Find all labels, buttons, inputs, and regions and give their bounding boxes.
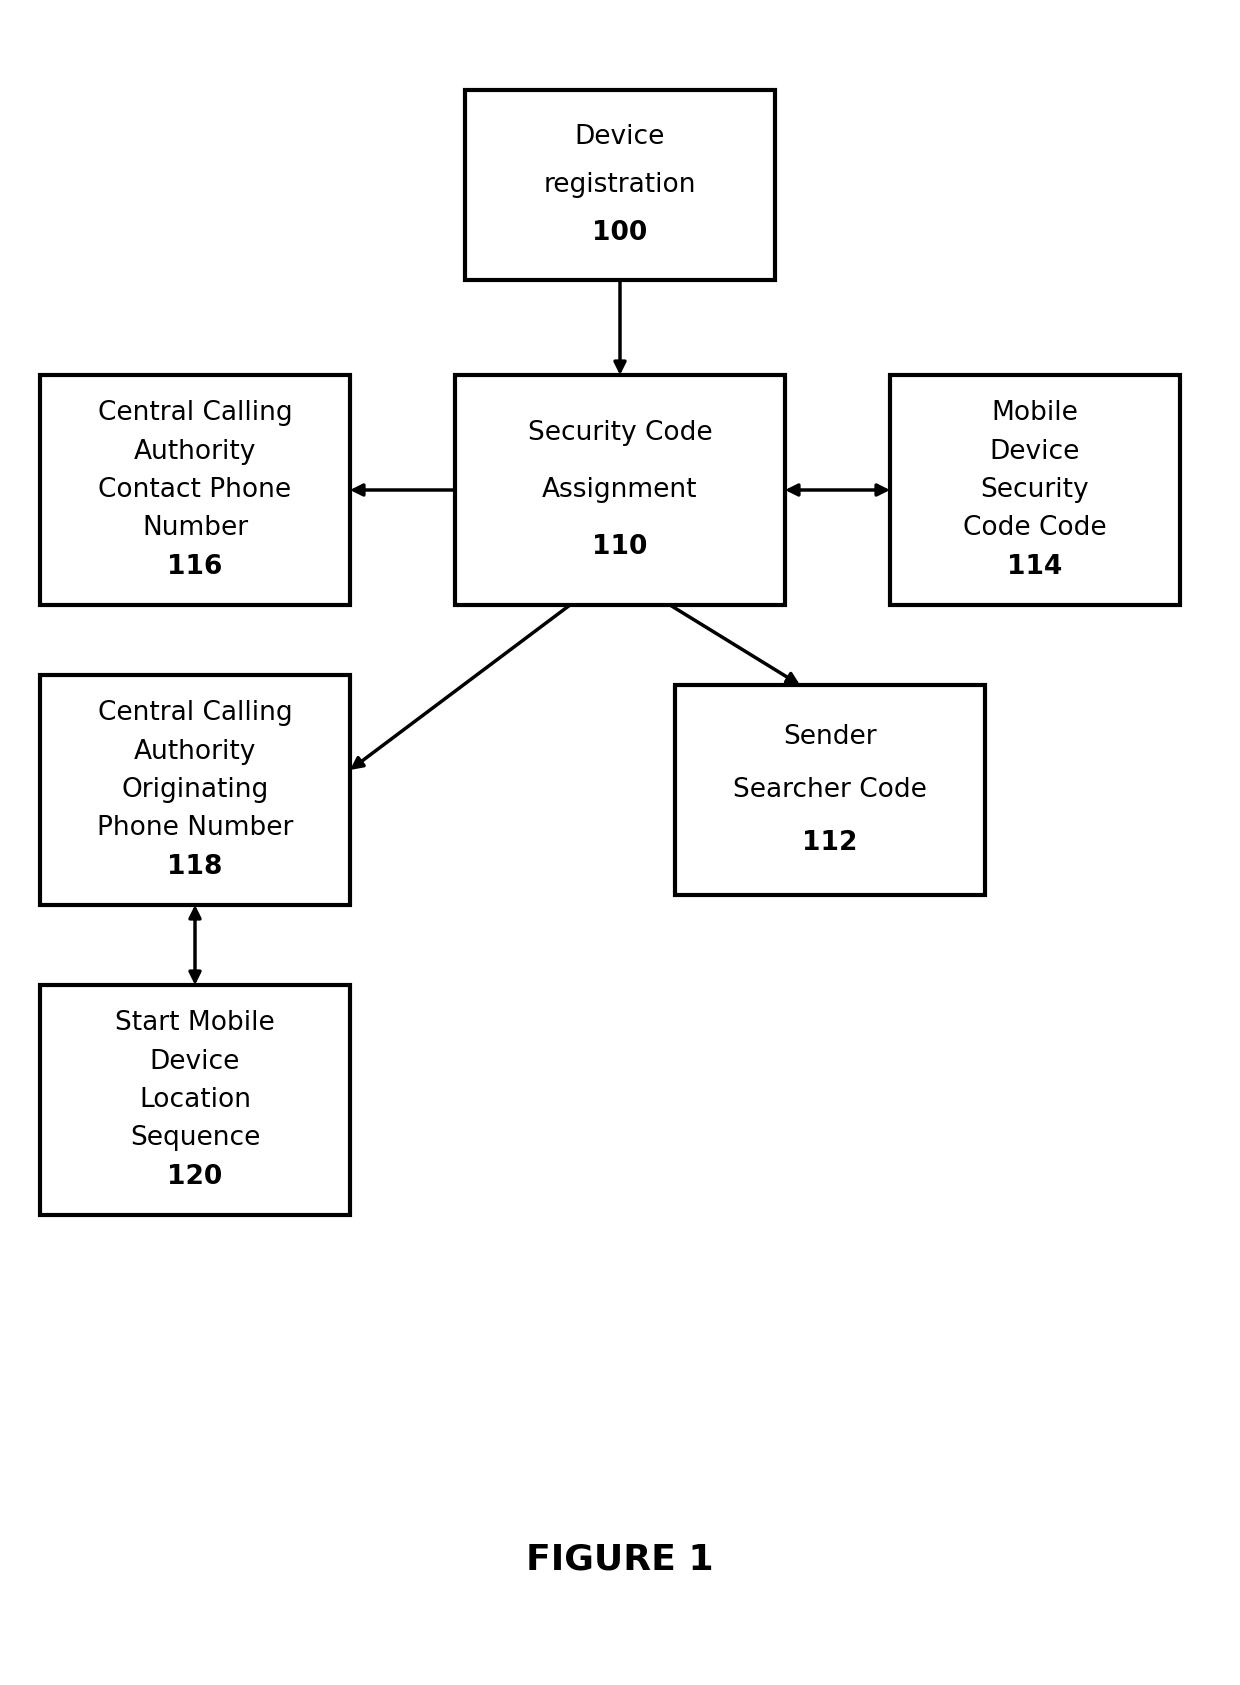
Text: Phone Number: Phone Number [97, 816, 293, 841]
Text: 118: 118 [167, 854, 223, 880]
Text: Start Mobile: Start Mobile [115, 1011, 275, 1036]
Bar [675, 686, 985, 895]
Text: Searcher Code: Searcher Code [733, 777, 928, 804]
Text: Security: Security [981, 477, 1089, 504]
Bar [890, 376, 1180, 605]
Text: Contact Phone: Contact Phone [98, 477, 291, 504]
Bar [455, 376, 785, 605]
Bar [465, 89, 775, 280]
Text: Sequence: Sequence [130, 1126, 260, 1151]
Text: Mobile: Mobile [992, 401, 1079, 426]
Bar [40, 676, 350, 905]
Text: Location: Location [139, 1087, 250, 1114]
Text: Assignment: Assignment [542, 477, 698, 504]
Text: 114: 114 [1007, 554, 1063, 580]
Text: Originating: Originating [122, 777, 269, 804]
Text: 100: 100 [593, 219, 647, 246]
Text: Authority: Authority [134, 738, 257, 765]
Text: Central Calling: Central Calling [98, 401, 293, 426]
Text: 110: 110 [593, 534, 647, 561]
Text: Device: Device [575, 125, 665, 150]
Text: Code Code: Code Code [963, 516, 1107, 541]
Text: 120: 120 [167, 1164, 223, 1190]
Text: Number: Number [141, 516, 248, 541]
Text: Sender: Sender [784, 725, 877, 750]
Text: registration: registration [544, 172, 696, 199]
Text: Central Calling: Central Calling [98, 701, 293, 726]
Text: Device: Device [150, 1048, 241, 1075]
Text: Security Code: Security Code [528, 420, 712, 445]
Text: 112: 112 [802, 829, 858, 856]
Bar [40, 986, 350, 1215]
Text: 116: 116 [167, 554, 223, 580]
Text: FIGURE 1: FIGURE 1 [526, 1543, 714, 1577]
Text: Device: Device [990, 438, 1080, 465]
Text: Authority: Authority [134, 438, 257, 465]
Bar [40, 376, 350, 605]
